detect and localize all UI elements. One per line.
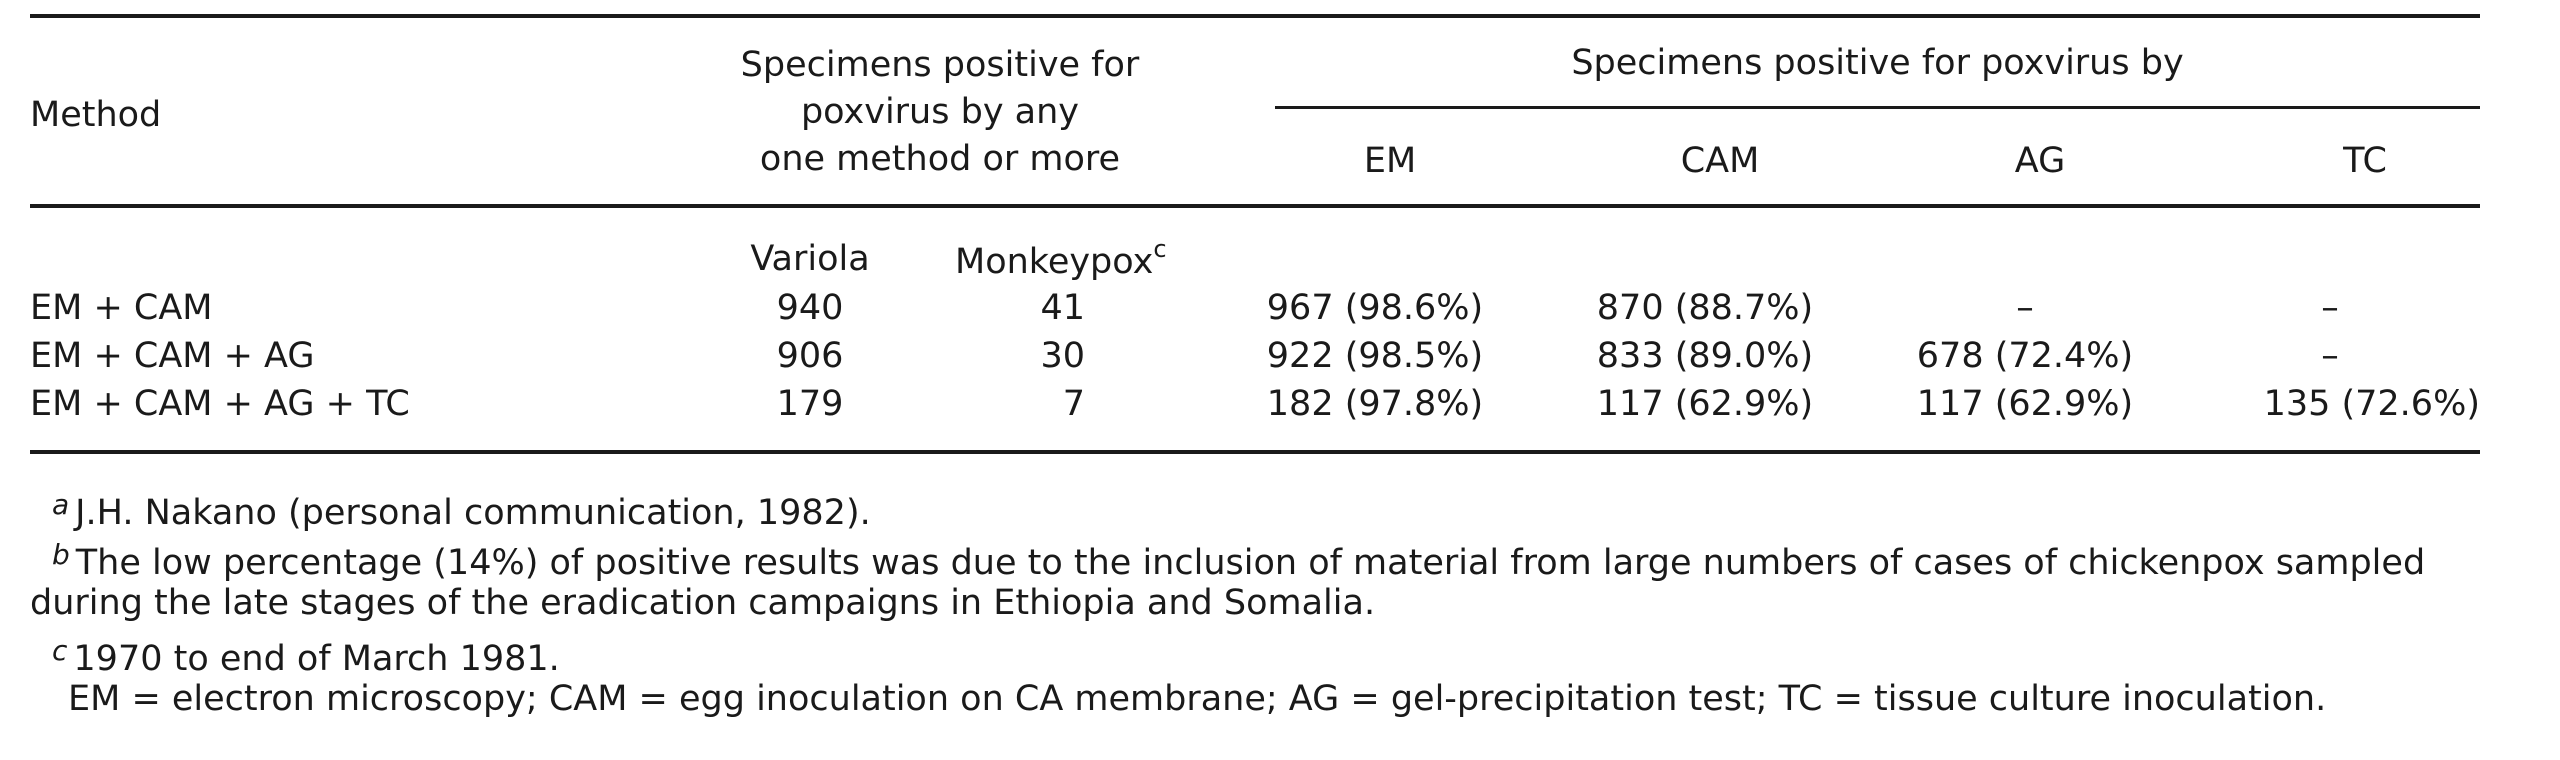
cell-monkeypox: 7	[1062, 384, 1085, 424]
header-any-line3: one method or more	[759, 139, 1121, 179]
footnote-a-text: J.H. Nakano (personal communication, 198…	[75, 493, 871, 533]
cell-ag: –	[2016, 288, 2034, 328]
cell-monkeypox: 41	[1040, 288, 1085, 328]
subheader-monkeypox-label: Monkeypox	[955, 242, 1154, 282]
cell-variola: 179	[776, 384, 844, 424]
footnote-mark-c-note: c	[52, 634, 68, 667]
subheader-monkeypox: Monkeypoxc	[955, 233, 1167, 286]
subheader-variola: Variola	[750, 239, 870, 279]
footnote-b-text-line2: during the late stages of the eradicatio…	[30, 583, 1376, 623]
footnote-a: a J.H. Nakano (personal communication, 19…	[52, 480, 871, 538]
table-top-rule	[30, 14, 2480, 18]
cell-ag: 678 (72.4%)	[1916, 336, 2134, 376]
cell-cam: 833 (89.0%)	[1596, 336, 1814, 376]
cell-em: 922 (98.5%)	[1266, 336, 1484, 376]
cell-variola: 940	[776, 288, 844, 328]
row-method: EM + CAM + AG	[30, 336, 315, 376]
header-any-method: Specimens positive for poxvirus by any o…	[690, 42, 1190, 183]
header-any-line1: Specimens positive for	[740, 45, 1140, 85]
cell-tc: 135 (72.6%)	[2263, 384, 2480, 424]
footnote-b-text-line1: The low percentage (14%) of positive res…	[75, 543, 2426, 583]
row-method: EM + CAM	[30, 288, 213, 328]
footnote-abbreviations: EM = electron microscopy; CAM = egg inoc…	[68, 679, 2327, 719]
header-tc: TC	[2343, 141, 2387, 181]
footnote-mark-c: c	[1153, 235, 1167, 263]
cell-ag: 117 (62.9%)	[1916, 384, 2134, 424]
header-em: EM	[1363, 141, 1417, 181]
row-method: EM + CAM + AG + TC	[30, 384, 410, 424]
table-bottom-rule	[30, 450, 2480, 454]
footnote-c-text: 1970 to end of March 1981.	[73, 639, 560, 679]
header-bottom-rule	[30, 204, 2480, 208]
cell-cam: 117 (62.9%)	[1596, 384, 1814, 424]
footnote-c: c 1970 to end of March 1981.	[52, 626, 560, 684]
cell-monkeypox: 30	[1040, 336, 1085, 376]
column-group-rule	[1275, 106, 2480, 109]
footnote-mark-b: b	[52, 538, 70, 571]
cell-variola: 906	[776, 336, 844, 376]
header-ag: AG	[2014, 141, 2066, 181]
header-positive-by: Specimens positive for poxvirus by	[1571, 43, 2184, 83]
header-method: Method	[30, 95, 162, 135]
footnote-mark-a: a	[52, 488, 70, 521]
header-cam: CAM	[1680, 141, 1760, 181]
header-any-line2: poxvirus by any	[800, 92, 1080, 132]
cell-tc: –	[2321, 288, 2339, 328]
footnote-b: b The low percentage (14%) of positive re…	[52, 530, 2425, 588]
cell-em: 967 (98.6%)	[1266, 288, 1484, 328]
cell-tc: –	[2321, 336, 2339, 376]
cell-cam: 870 (88.7%)	[1596, 288, 1814, 328]
cell-em: 182 (97.8%)	[1266, 384, 1484, 424]
